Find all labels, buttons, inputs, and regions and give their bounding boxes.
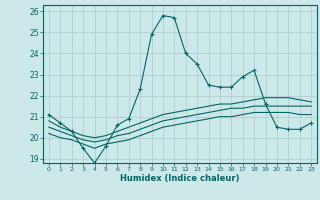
X-axis label: Humidex (Indice chaleur): Humidex (Indice chaleur) <box>120 174 240 183</box>
